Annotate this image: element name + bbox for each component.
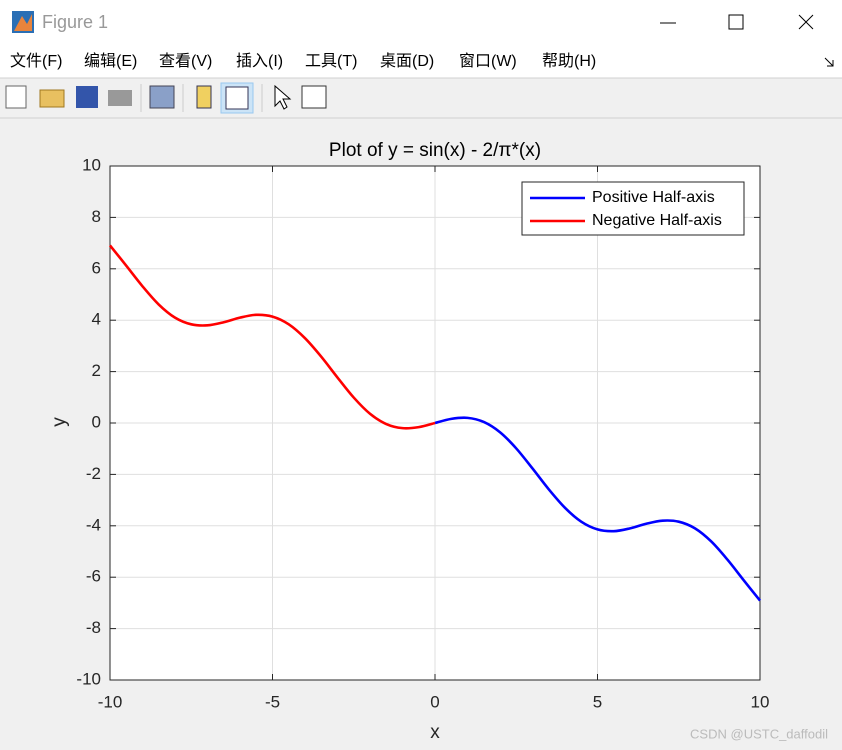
colorbar-icon[interactable] xyxy=(196,85,212,109)
menu-arrow[interactable] xyxy=(824,57,834,67)
x-tick-label: 5 xyxy=(593,692,602,711)
menu-item[interactable]: 帮助(H) xyxy=(542,52,596,70)
legend-box xyxy=(521,181,745,236)
save-icon[interactable] xyxy=(76,86,98,108)
app-icon-shape xyxy=(14,14,32,31)
menu-item[interactable]: 桌面(D) xyxy=(380,52,434,70)
y-tick-label: -4 xyxy=(86,515,101,534)
y-tick-label: 10 xyxy=(82,155,101,174)
legend-label: Positive Half-axis xyxy=(592,189,715,206)
link-icon[interactable] xyxy=(149,85,175,109)
title-bar xyxy=(0,0,842,45)
x-tick-label: -10 xyxy=(98,692,123,711)
y-tick-label: -6 xyxy=(86,567,101,586)
new-icon[interactable] xyxy=(5,85,27,109)
legend-label: Negative Half-axis xyxy=(592,212,722,229)
y-tick-label: -2 xyxy=(86,464,101,483)
pointer-icon[interactable] xyxy=(274,84,292,110)
y-axis-label: y xyxy=(49,417,70,427)
y-tick-label: -10 xyxy=(76,669,101,688)
y-tick-label: 4 xyxy=(92,310,101,329)
property-icon[interactable] xyxy=(301,85,327,109)
watermark: CSDN @USTC_daffodil xyxy=(690,726,828,741)
plot: -10 -5 0 5 10 -10 -8 -6 -4 -2 0 2 4 6 8 10 Positive Half… xyxy=(76,155,769,711)
toolbar xyxy=(5,82,327,114)
y-tick-label: 6 xyxy=(92,258,101,277)
y-tick-label: 8 xyxy=(92,207,101,226)
x-tick-label: 0 xyxy=(430,692,439,711)
print-icon[interactable] xyxy=(108,90,132,106)
menu-item[interactable]: 编辑(E) xyxy=(84,52,137,70)
menu-item[interactable]: 插入(I) xyxy=(236,52,283,70)
menu-group: 文件(F) 编辑(E) 查看(V) 插入(I) 工具(T) 桌面(D) 窗口(W) 帮助(H) xyxy=(10,52,596,70)
x-axis-label: x xyxy=(430,722,440,743)
x-tick-label: 10 xyxy=(751,692,770,711)
menu-bar xyxy=(0,45,842,78)
legend-icon xyxy=(225,86,249,110)
menu-item[interactable]: 窗口(W) xyxy=(459,52,517,70)
y-tick-label: 0 xyxy=(92,412,101,431)
chart-title: Plot of y = sin(x) - 2/π*(x) xyxy=(329,140,541,161)
open-icon[interactable] xyxy=(39,89,65,108)
x-tick-label: -5 xyxy=(265,692,280,711)
maximize-button[interactable] xyxy=(728,14,744,30)
menu-item[interactable]: 文件(F) xyxy=(10,52,62,70)
y-tick-label: 2 xyxy=(92,361,101,380)
menu-item[interactable]: 查看(V) xyxy=(159,52,212,70)
close-button[interactable] xyxy=(798,14,814,30)
menu-item[interactable]: 工具(T) xyxy=(305,53,357,70)
series-line xyxy=(434,416,762,602)
axes-box xyxy=(109,165,761,681)
series-line xyxy=(108,244,436,430)
window-title: Figure 1 xyxy=(42,12,108,32)
y-tick-label: -8 xyxy=(86,618,101,637)
